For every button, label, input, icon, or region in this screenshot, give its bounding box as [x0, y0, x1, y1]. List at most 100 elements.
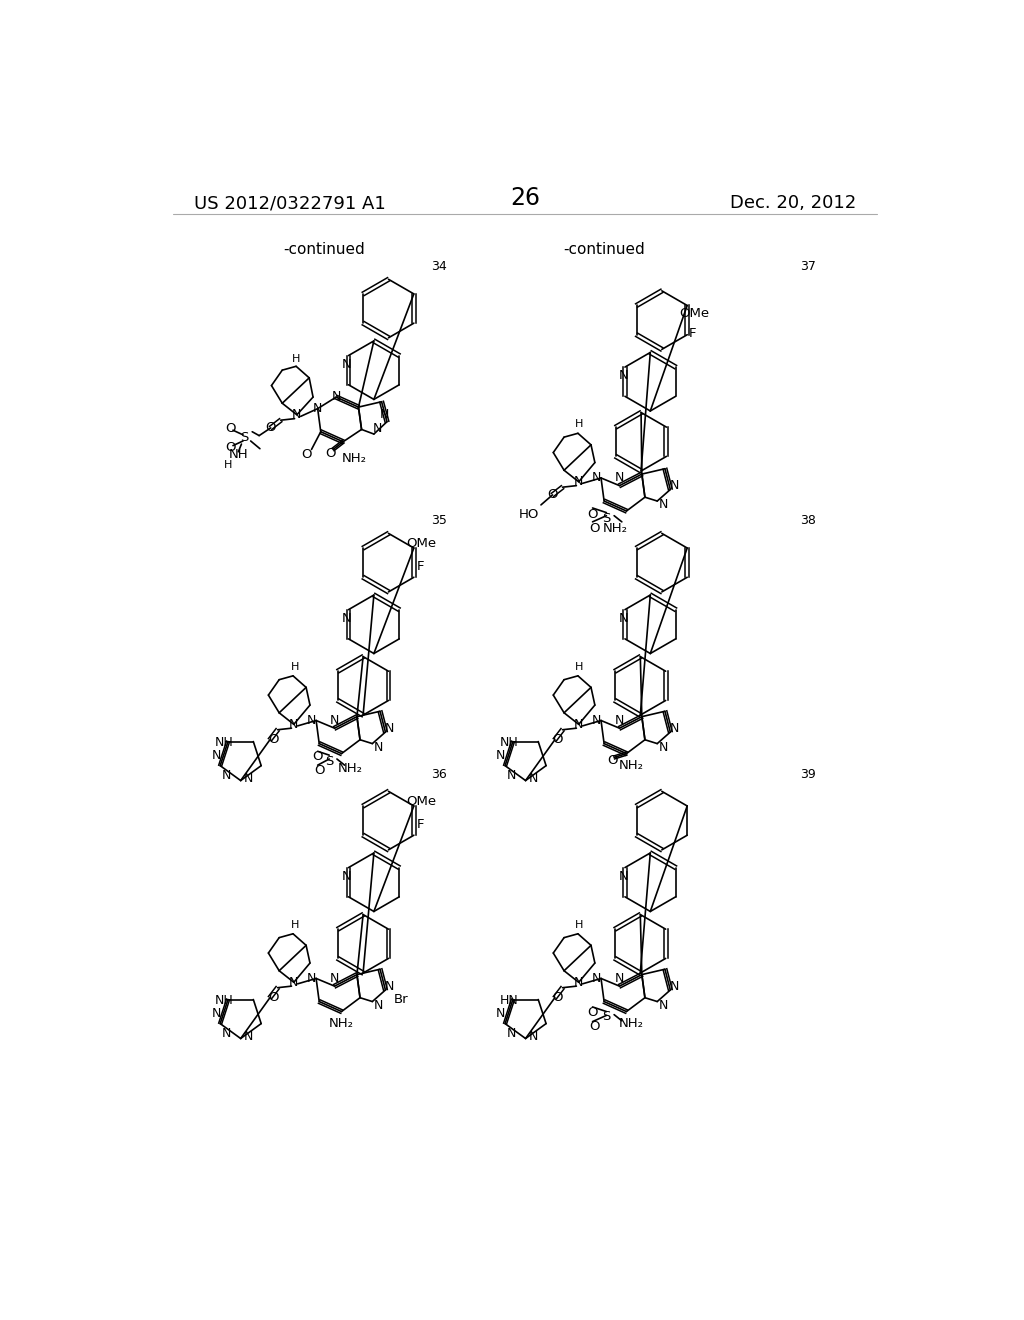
Text: -continued: -continued: [284, 242, 366, 257]
Text: H: H: [291, 920, 299, 929]
Text: O: O: [553, 991, 563, 1005]
Text: H: H: [575, 920, 584, 929]
Text: N: N: [330, 714, 339, 727]
Text: O: O: [588, 1006, 598, 1019]
Text: N: N: [292, 408, 301, 421]
Text: O: O: [314, 764, 325, 777]
Text: Br: Br: [393, 993, 409, 1006]
Text: O: O: [265, 421, 275, 434]
Text: N: N: [670, 722, 679, 735]
Text: O: O: [326, 446, 336, 459]
Text: Dec. 20, 2012: Dec. 20, 2012: [730, 194, 856, 213]
Text: N: N: [592, 972, 601, 985]
Text: N: N: [332, 389, 341, 403]
Text: NH₂: NH₂: [341, 453, 367, 465]
Text: N: N: [307, 714, 316, 727]
Text: 39: 39: [801, 768, 816, 781]
Text: N: N: [528, 772, 538, 785]
Text: F: F: [417, 560, 425, 573]
Text: N: N: [342, 358, 352, 371]
Text: OMe: OMe: [679, 308, 710, 321]
Text: N: N: [374, 741, 383, 754]
Text: N: N: [670, 479, 679, 492]
Text: S: S: [602, 512, 610, 525]
Text: N: N: [244, 772, 253, 785]
Text: HO: HO: [519, 508, 540, 520]
Text: H: H: [223, 459, 231, 470]
Text: O: O: [225, 422, 236, 436]
Text: NH₂: NH₂: [618, 759, 643, 772]
Text: N: N: [289, 975, 298, 989]
Text: N: N: [497, 1007, 506, 1019]
Text: N: N: [614, 972, 625, 985]
Text: NH: NH: [228, 449, 248, 462]
Text: N: N: [670, 979, 679, 993]
Text: N: N: [574, 475, 584, 488]
Text: O: O: [267, 733, 279, 746]
Text: NH₂: NH₂: [618, 1016, 643, 1030]
Text: F: F: [689, 327, 696, 341]
Text: N: N: [507, 1027, 516, 1040]
Text: -continued: -continued: [563, 242, 645, 257]
Text: O: O: [225, 441, 236, 454]
Text: N: N: [497, 748, 506, 762]
Text: S: S: [241, 432, 249, 445]
Text: N: N: [244, 1030, 253, 1043]
Text: N: N: [528, 1030, 538, 1043]
Text: H: H: [291, 661, 299, 672]
Text: O: O: [589, 1019, 599, 1032]
Text: S: S: [325, 755, 334, 768]
Text: S: S: [602, 1010, 610, 1023]
Text: N: N: [618, 870, 629, 883]
Text: 34: 34: [431, 260, 446, 273]
Text: O: O: [547, 488, 558, 502]
Text: O: O: [312, 750, 323, 763]
Text: N: N: [592, 714, 601, 727]
Text: N: N: [385, 722, 394, 735]
Text: N: N: [374, 999, 383, 1012]
Text: N: N: [313, 403, 323, 416]
Text: 26: 26: [510, 186, 540, 210]
Text: HN: HN: [500, 994, 518, 1007]
Text: N: N: [658, 999, 668, 1012]
Text: O: O: [589, 521, 599, 535]
Text: N: N: [289, 718, 298, 731]
Text: N: N: [618, 611, 629, 624]
Text: OMe: OMe: [406, 537, 436, 550]
Text: N: N: [380, 408, 389, 421]
Text: O: O: [588, 508, 598, 520]
Text: N: N: [330, 972, 339, 985]
Text: N: N: [385, 979, 394, 993]
Text: N: N: [574, 718, 584, 731]
Text: H: H: [292, 354, 300, 364]
Text: OMe: OMe: [406, 795, 436, 808]
Text: N: N: [658, 499, 668, 511]
Text: H: H: [575, 418, 584, 429]
Text: N: N: [342, 612, 352, 626]
Text: N: N: [614, 471, 625, 484]
Text: 38: 38: [801, 513, 816, 527]
Text: N: N: [342, 870, 352, 883]
Text: H: H: [575, 661, 584, 672]
Text: N: N: [592, 471, 601, 484]
Text: NH₂: NH₂: [329, 1016, 354, 1030]
Text: N: N: [373, 422, 382, 436]
Text: N: N: [507, 770, 516, 783]
Text: NH: NH: [214, 994, 233, 1007]
Text: F: F: [417, 818, 425, 832]
Text: N: N: [618, 370, 629, 381]
Text: NH: NH: [214, 735, 233, 748]
Text: N: N: [574, 975, 584, 989]
Text: O: O: [301, 449, 311, 462]
Text: 37: 37: [801, 260, 816, 273]
Text: O: O: [267, 991, 279, 1005]
Text: 36: 36: [431, 768, 446, 781]
Text: N: N: [222, 1027, 231, 1040]
Text: NH₂: NH₂: [603, 521, 628, 535]
Text: NH: NH: [500, 735, 518, 748]
Text: NH₂: NH₂: [338, 762, 362, 775]
Text: N: N: [614, 714, 625, 727]
Text: O: O: [553, 733, 563, 746]
Text: N: N: [222, 770, 231, 783]
Text: N: N: [307, 972, 316, 985]
